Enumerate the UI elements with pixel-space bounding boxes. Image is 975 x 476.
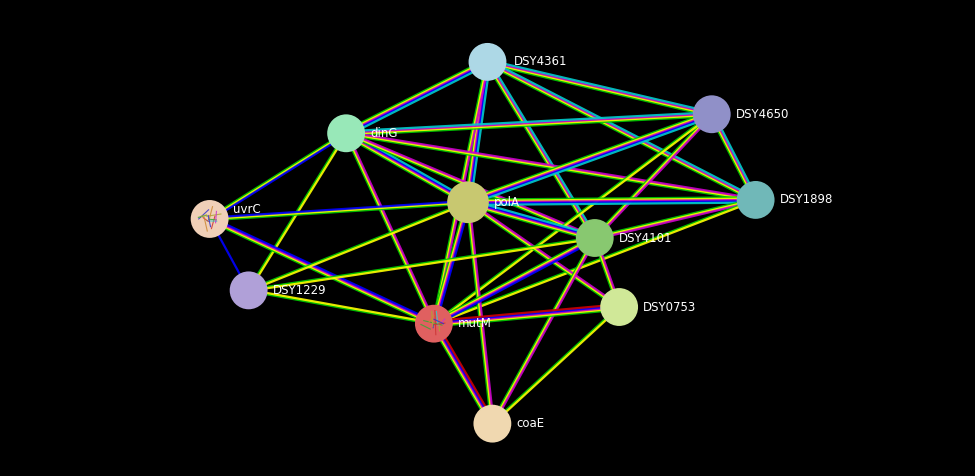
Text: polA: polA xyxy=(494,196,521,209)
Text: DSY4361: DSY4361 xyxy=(514,55,567,69)
Ellipse shape xyxy=(448,182,488,222)
Text: coaE: coaE xyxy=(516,417,544,430)
Ellipse shape xyxy=(601,289,638,325)
Ellipse shape xyxy=(415,306,452,342)
Text: uvrC: uvrC xyxy=(233,203,261,216)
Text: DSY4101: DSY4101 xyxy=(618,231,672,245)
Text: DSY0753: DSY0753 xyxy=(643,300,696,314)
Text: DSY4650: DSY4650 xyxy=(735,108,789,121)
Ellipse shape xyxy=(469,44,506,80)
Ellipse shape xyxy=(693,96,730,132)
Ellipse shape xyxy=(328,115,365,151)
Text: dinG: dinG xyxy=(370,127,398,140)
Ellipse shape xyxy=(230,272,267,308)
Ellipse shape xyxy=(576,220,613,256)
Ellipse shape xyxy=(191,201,228,237)
Ellipse shape xyxy=(474,406,511,442)
Text: DSY1898: DSY1898 xyxy=(779,193,833,207)
Text: mutM: mutM xyxy=(457,317,491,330)
Text: DSY1229: DSY1229 xyxy=(272,284,326,297)
Ellipse shape xyxy=(737,182,774,218)
